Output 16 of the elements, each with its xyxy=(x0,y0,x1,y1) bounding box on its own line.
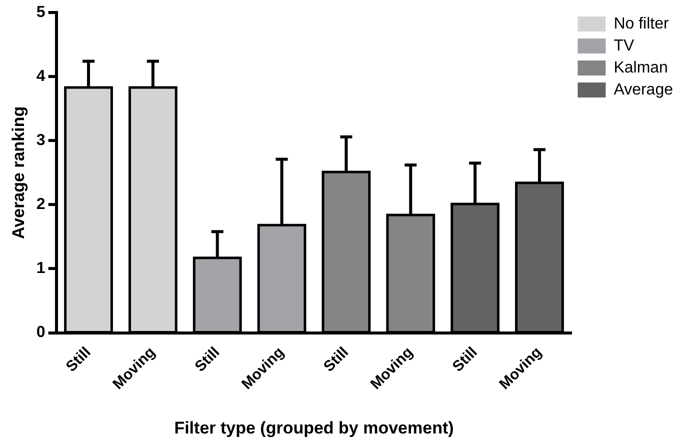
y-tick-label: 0 xyxy=(36,324,46,342)
x-tick-label: Still xyxy=(320,344,352,376)
legend-label: Kalman xyxy=(614,59,668,76)
legend-label: No filter xyxy=(614,15,670,32)
legend-label: Average xyxy=(614,81,674,98)
x-tick-label: Still xyxy=(449,344,481,376)
y-tick-label: 2 xyxy=(36,196,46,214)
y-tick-label: 5 xyxy=(36,4,46,22)
x-tick-label: Still xyxy=(62,344,94,376)
y-axis-title: Average ranking xyxy=(8,106,28,239)
x-tick-label: Still xyxy=(192,344,224,376)
legend-label: TV xyxy=(614,37,634,54)
y-tick-label: 3 xyxy=(36,132,46,150)
x-axis-title: Filter type (grouped by movement) xyxy=(174,418,454,438)
y-tick-label: 1 xyxy=(36,260,46,278)
y-tick-label: 4 xyxy=(36,68,46,86)
